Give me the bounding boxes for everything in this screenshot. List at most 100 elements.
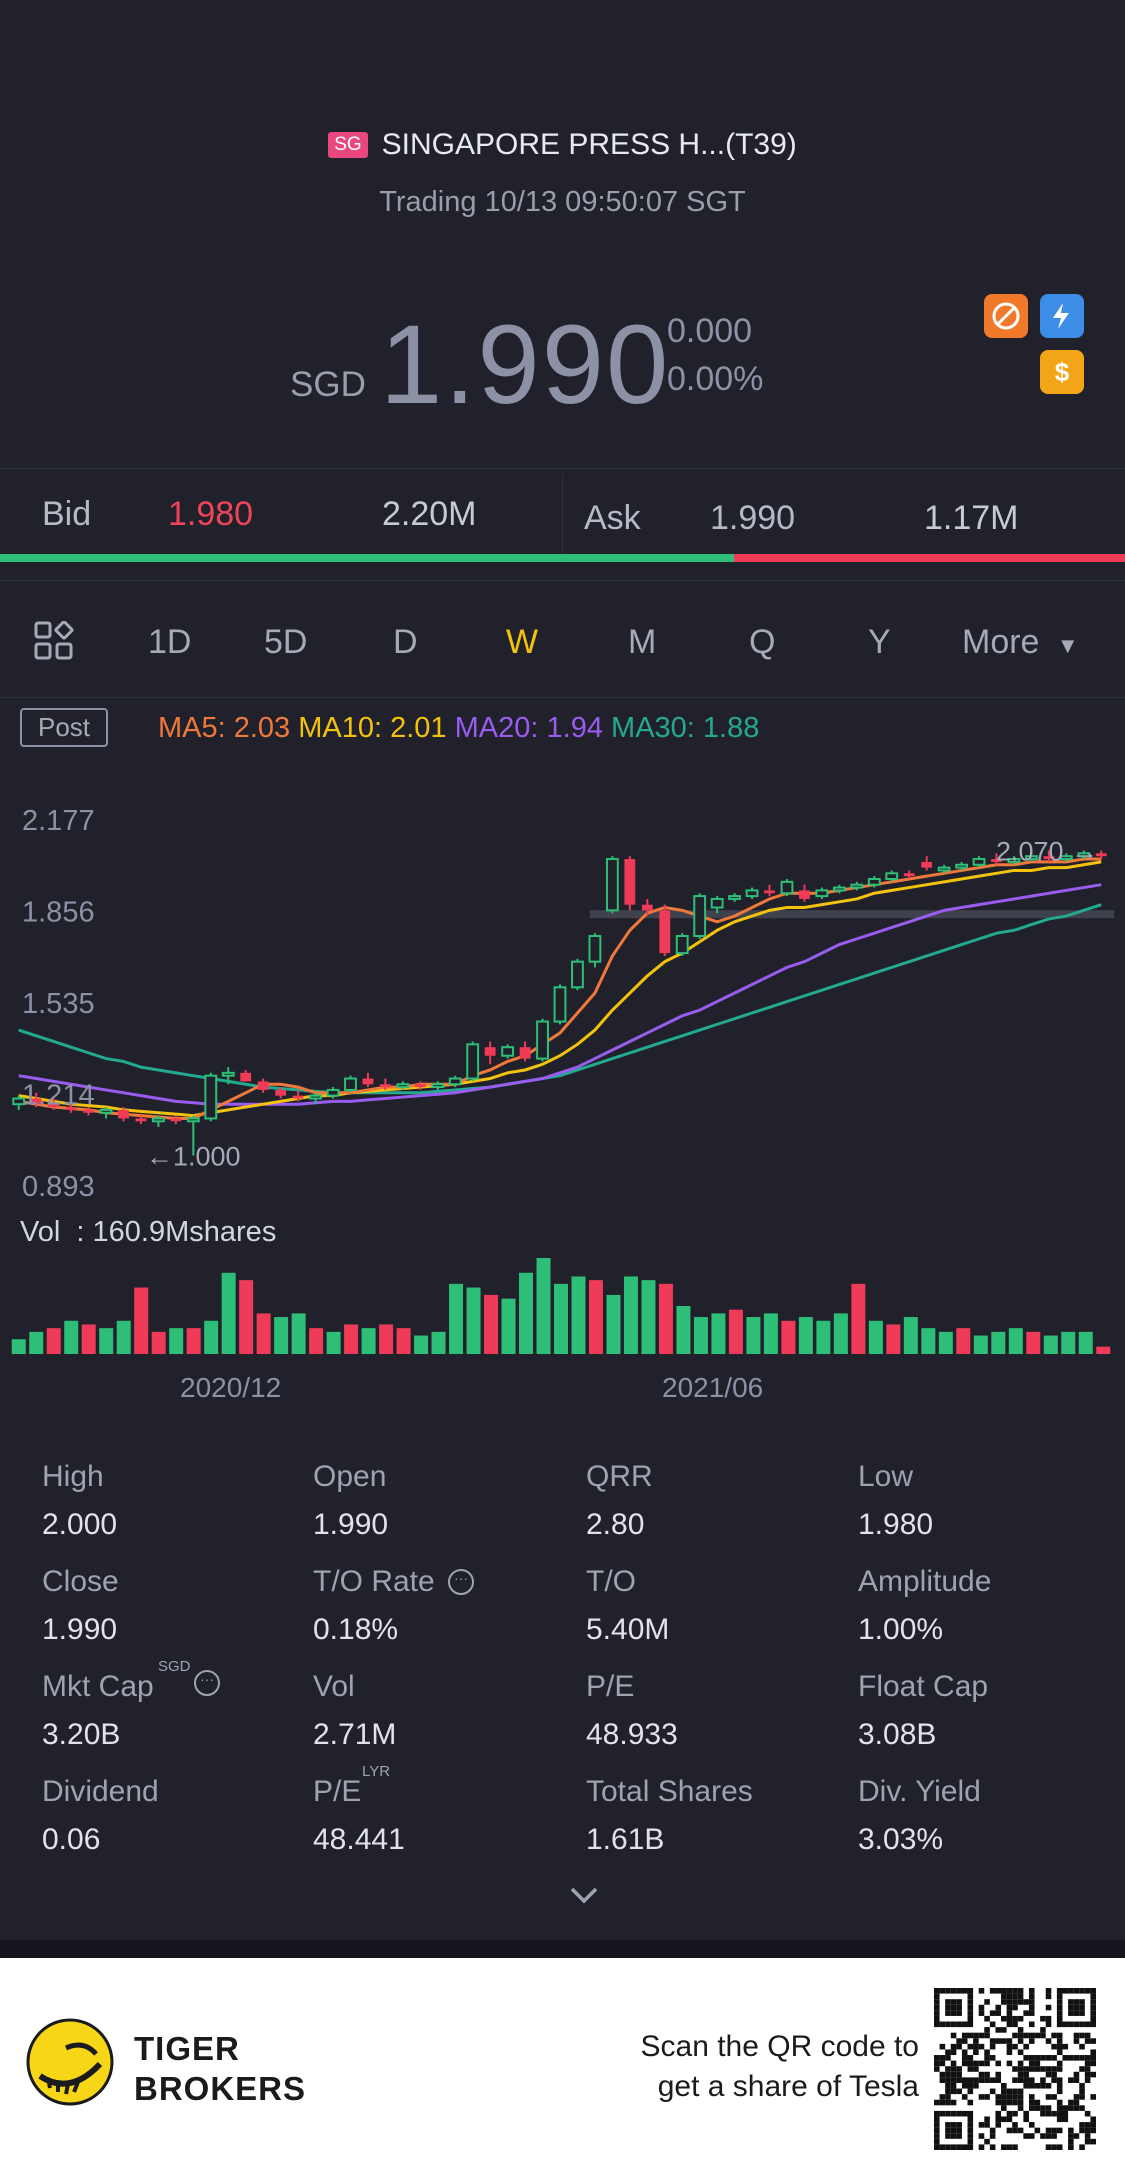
candle xyxy=(257,1078,269,1093)
stat-label-mkt-cap: Mkt Cap xyxy=(42,1670,154,1703)
volume-bar xyxy=(379,1324,394,1354)
volume-bar xyxy=(361,1328,376,1354)
volume-bar xyxy=(519,1272,534,1354)
volume-chart[interactable] xyxy=(0,1250,1125,1358)
volume-bar xyxy=(484,1294,499,1354)
volume-bar xyxy=(1043,1335,1058,1354)
tab-m[interactable]: M xyxy=(628,623,657,661)
candle xyxy=(588,933,602,968)
candle xyxy=(83,1107,94,1116)
tab-q[interactable]: Q xyxy=(749,623,776,661)
candle xyxy=(414,1081,426,1090)
x-axis-label: 2020/12 xyxy=(180,1372,282,1403)
candle xyxy=(309,1092,322,1105)
ma-legend: MA5: 2.03 MA10: 2.01 MA20: 1.94 MA30: 1.… xyxy=(158,712,759,745)
stat-value-open: 1.990 xyxy=(313,1508,389,1541)
bid-ask-panel[interactable]: Bid 1.980 2.20M Ask 1.990 1.17M xyxy=(0,468,1125,560)
tab-more[interactable]: More ▼ xyxy=(962,623,1079,662)
candle xyxy=(30,1092,42,1108)
volume-bar xyxy=(81,1324,96,1354)
brand-name-line2: BROKERS xyxy=(134,2070,307,2107)
candle xyxy=(815,887,829,899)
stat-label-vol: Vol xyxy=(313,1670,355,1703)
volume-bar xyxy=(1061,1331,1076,1354)
volume-bar xyxy=(973,1335,988,1354)
candle xyxy=(850,881,864,891)
volume-bar xyxy=(64,1320,79,1354)
volume-bar xyxy=(501,1298,516,1354)
chart-settings-icon[interactable] xyxy=(34,621,74,661)
volume-bar xyxy=(1008,1328,1023,1354)
ma20-line xyxy=(18,883,1102,1106)
stat-value-to: 5.40M xyxy=(586,1613,670,1646)
stock-title: SG SINGAPORE PRESS H...(T39) xyxy=(0,128,1125,162)
mkt-cap-currency-superscript: SGD xyxy=(158,1658,191,1675)
post-market-toggle[interactable]: Post xyxy=(20,708,109,747)
to-rate-info-icon[interactable]: ··· xyxy=(448,1569,474,1595)
volume-bar xyxy=(781,1320,796,1354)
candle xyxy=(972,856,986,868)
candle xyxy=(693,893,707,939)
chevron-down-icon[interactable] xyxy=(566,1880,602,1910)
bid-volume-bar xyxy=(0,554,734,562)
volume-bar xyxy=(536,1258,551,1354)
candle xyxy=(1043,850,1055,862)
candle xyxy=(867,876,881,888)
volume-bar xyxy=(641,1280,656,1354)
volume-bar xyxy=(396,1328,411,1354)
tab-d[interactable]: D xyxy=(393,623,418,661)
candle xyxy=(292,1089,304,1102)
flash-icon[interactable] xyxy=(1040,294,1084,338)
volume-bar xyxy=(763,1313,778,1354)
candle xyxy=(955,861,969,871)
price-reference-line xyxy=(590,910,1114,919)
ask-price: 1.990 xyxy=(710,499,796,537)
volume-bar xyxy=(1096,1346,1111,1354)
mkt-cap-info-icon[interactable]: ··· xyxy=(194,1670,220,1696)
ma20-value: MA20: 1.94 xyxy=(454,712,603,744)
no-delay-icon[interactable] xyxy=(984,294,1028,338)
volume-bar xyxy=(956,1328,971,1354)
volume-bar xyxy=(221,1272,236,1354)
volume-bar xyxy=(256,1313,271,1354)
candle xyxy=(1077,850,1091,860)
price-currency: SGD xyxy=(290,365,366,404)
ma10-value: MA10: 2.01 xyxy=(298,712,447,744)
stat-value-mkt-cap: 3.20B xyxy=(42,1718,121,1751)
stat-value-pe: 48.933 xyxy=(586,1718,678,1751)
candle xyxy=(519,1041,531,1062)
volume-bar xyxy=(728,1309,743,1354)
volume-bar xyxy=(449,1283,464,1354)
candle xyxy=(275,1087,287,1099)
ask-volume-bar xyxy=(734,554,1125,562)
qr-code-image xyxy=(934,1988,1096,2150)
y-axis-tick-label: 1.214 xyxy=(22,1080,95,1112)
candle xyxy=(135,1115,147,1125)
volume-bar xyxy=(868,1320,883,1354)
brand-name-line1: TIGER xyxy=(134,2030,240,2067)
stat-value-to-rate: 0.18% xyxy=(313,1613,399,1646)
candle xyxy=(1059,853,1073,862)
y-axis-tick-label: 1.535 xyxy=(22,988,95,1020)
tab-1d[interactable]: 1D xyxy=(148,623,192,661)
candle xyxy=(745,887,759,899)
volume-bar xyxy=(239,1280,254,1354)
tab-y[interactable]: Y xyxy=(868,623,891,661)
price-change: 0.000 xyxy=(667,312,753,350)
candle xyxy=(624,856,636,911)
volume-bar xyxy=(344,1324,359,1354)
stat-label-to-rate: T/O Rate xyxy=(313,1565,435,1598)
tab-w[interactable]: W xyxy=(506,623,539,661)
volume-bar xyxy=(588,1280,603,1354)
stat-value-dividend: 0.06 xyxy=(42,1823,101,1856)
candle xyxy=(675,933,689,956)
candle xyxy=(780,879,794,897)
volume-bar xyxy=(169,1328,184,1354)
volume-bar xyxy=(851,1283,866,1354)
x-axis-label: 2021/06 xyxy=(662,1372,764,1403)
dollar-icon[interactable]: $ xyxy=(1040,350,1084,394)
tab-5d[interactable]: 5D xyxy=(264,623,308,661)
stat-label-to: T/O xyxy=(586,1565,636,1598)
candle xyxy=(764,884,775,897)
candlestick-chart[interactable]: 2.177 1.856 1.535 1.214 0.893 2.070 → ←1.000 xyxy=(0,790,1125,1210)
